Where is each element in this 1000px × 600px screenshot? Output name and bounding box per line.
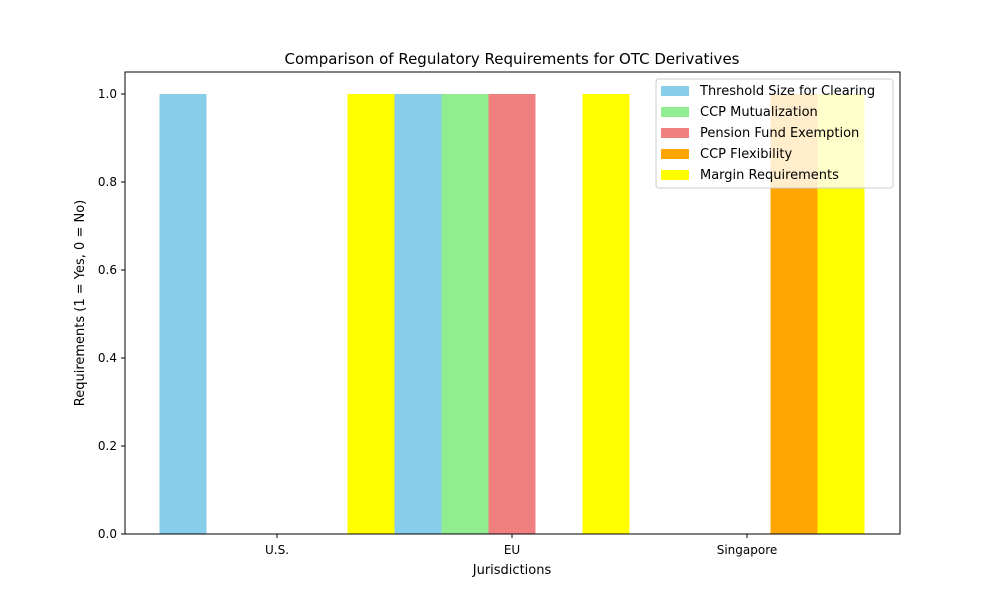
bar-margin-requirements-eu bbox=[582, 94, 630, 534]
y-axis: 0.0 0.2 0.4 0.6 0.8 1.0 bbox=[98, 87, 125, 541]
x-axis-label: Jurisdictions bbox=[472, 563, 552, 578]
bar-ccp-mutualization-eu bbox=[441, 94, 489, 534]
bar-margin-requirements-u-s- bbox=[347, 94, 395, 534]
y-tick-label: 1.0 bbox=[98, 87, 117, 101]
x-tick-label: EU bbox=[504, 543, 520, 557]
legend-label: CCP Mutualization bbox=[700, 105, 818, 120]
bar-threshold-size-for-clearing-eu bbox=[394, 94, 442, 534]
legend-swatch bbox=[661, 86, 689, 96]
legend-swatch bbox=[661, 170, 689, 180]
legend-label: CCP Flexibility bbox=[700, 147, 792, 162]
y-axis-label: Requirements (1 = Yes, 0 = No) bbox=[73, 200, 88, 406]
legend-label: Pension Fund Exemption bbox=[700, 126, 859, 141]
legend-swatch bbox=[661, 149, 689, 159]
legend-label: Margin Requirements bbox=[700, 168, 839, 183]
chart-title: Comparison of Regulatory Requirements fo… bbox=[285, 50, 740, 68]
legend-swatch bbox=[661, 128, 689, 138]
legend-swatch bbox=[661, 107, 689, 117]
y-tick-label: 0.4 bbox=[98, 351, 117, 365]
legend-box bbox=[655, 78, 894, 189]
bar-threshold-size-for-clearing-u-s- bbox=[159, 94, 207, 534]
y-tick-label: 0.2 bbox=[98, 439, 117, 453]
bars-layer bbox=[159, 94, 865, 534]
y-tick-label: 0.0 bbox=[98, 527, 117, 541]
x-tick-label: Singapore bbox=[717, 543, 778, 557]
y-tick-label: 0.6 bbox=[98, 263, 117, 277]
x-tick-label: U.S. bbox=[265, 543, 289, 557]
legend-label: Threshold Size for Clearing bbox=[699, 84, 875, 99]
y-tick-label: 0.8 bbox=[98, 175, 117, 189]
bar-pension-fund-exemption-eu bbox=[488, 94, 536, 534]
legend: Threshold Size for Clearing CCP Mutualiza… bbox=[655, 78, 894, 189]
x-axis: U.S. EU Singapore bbox=[265, 534, 777, 557]
